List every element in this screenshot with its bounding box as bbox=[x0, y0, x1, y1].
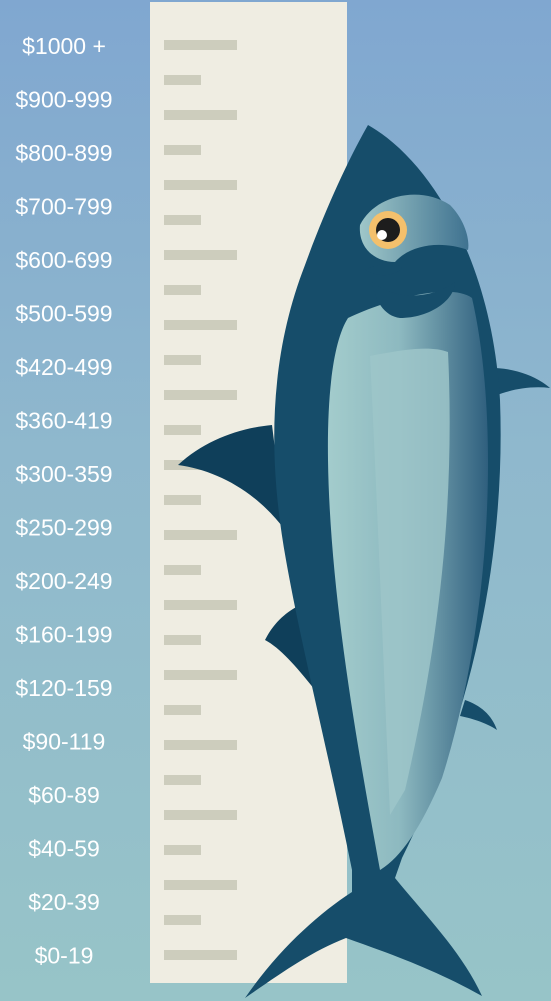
ruler-tick bbox=[164, 320, 237, 330]
ruler-tick bbox=[164, 740, 237, 750]
ruler-tick bbox=[164, 810, 237, 820]
range-label: $20-39 bbox=[28, 889, 100, 915]
range-label: $800-899 bbox=[15, 140, 112, 166]
range-label: $0-19 bbox=[35, 943, 94, 969]
ruler-tick bbox=[164, 565, 201, 575]
ruler-tick bbox=[164, 110, 237, 120]
ruler-tick bbox=[164, 880, 237, 890]
ruler-tick bbox=[164, 75, 201, 85]
ruler-tick bbox=[164, 670, 237, 680]
range-label: $200-249 bbox=[15, 568, 112, 594]
ruler-tick bbox=[164, 845, 201, 855]
ruler-tick bbox=[164, 355, 201, 365]
range-label: $500-599 bbox=[15, 301, 112, 327]
range-label: $1000 + bbox=[22, 33, 106, 59]
range-label: $160-199 bbox=[15, 622, 112, 648]
ruler-tick bbox=[164, 285, 201, 295]
ruler-tick bbox=[164, 635, 201, 645]
range-label: $700-799 bbox=[15, 194, 112, 220]
ruler-tick bbox=[164, 775, 201, 785]
range-label: $40-59 bbox=[28, 836, 100, 862]
ruler-tick bbox=[164, 145, 201, 155]
range-label: $900-999 bbox=[15, 87, 112, 113]
ruler-tick bbox=[164, 530, 237, 540]
ruler-tick bbox=[164, 215, 201, 225]
range-label: $600-699 bbox=[15, 247, 112, 273]
range-label: $420-499 bbox=[15, 354, 112, 380]
ruler-tick bbox=[164, 600, 237, 610]
ruler-tick bbox=[164, 425, 201, 435]
range-label: $60-89 bbox=[28, 782, 100, 808]
ruler-tick bbox=[164, 40, 237, 50]
ruler-tick bbox=[164, 915, 201, 925]
ruler-tick bbox=[164, 495, 201, 505]
ruler-tick bbox=[164, 180, 237, 190]
ruler-tick bbox=[164, 705, 201, 715]
ruler-tick bbox=[164, 250, 237, 260]
ruler-tick bbox=[164, 390, 237, 400]
range-label: $250-299 bbox=[15, 515, 112, 541]
ruler-tick bbox=[164, 950, 237, 960]
range-label: $300-359 bbox=[15, 461, 112, 487]
infographic: $1000 + $900-999 $800-899 $700-799 $600-699 $… bbox=[0, 0, 551, 1001]
range-label: $360-419 bbox=[15, 408, 112, 434]
range-label: $90-119 bbox=[23, 729, 106, 755]
page: $1000 + $900-999 $800-899 $700-799 $600-699 $… bbox=[0, 0, 551, 1001]
fish-eye-shine bbox=[377, 230, 387, 240]
range-label: $120-159 bbox=[15, 675, 112, 701]
